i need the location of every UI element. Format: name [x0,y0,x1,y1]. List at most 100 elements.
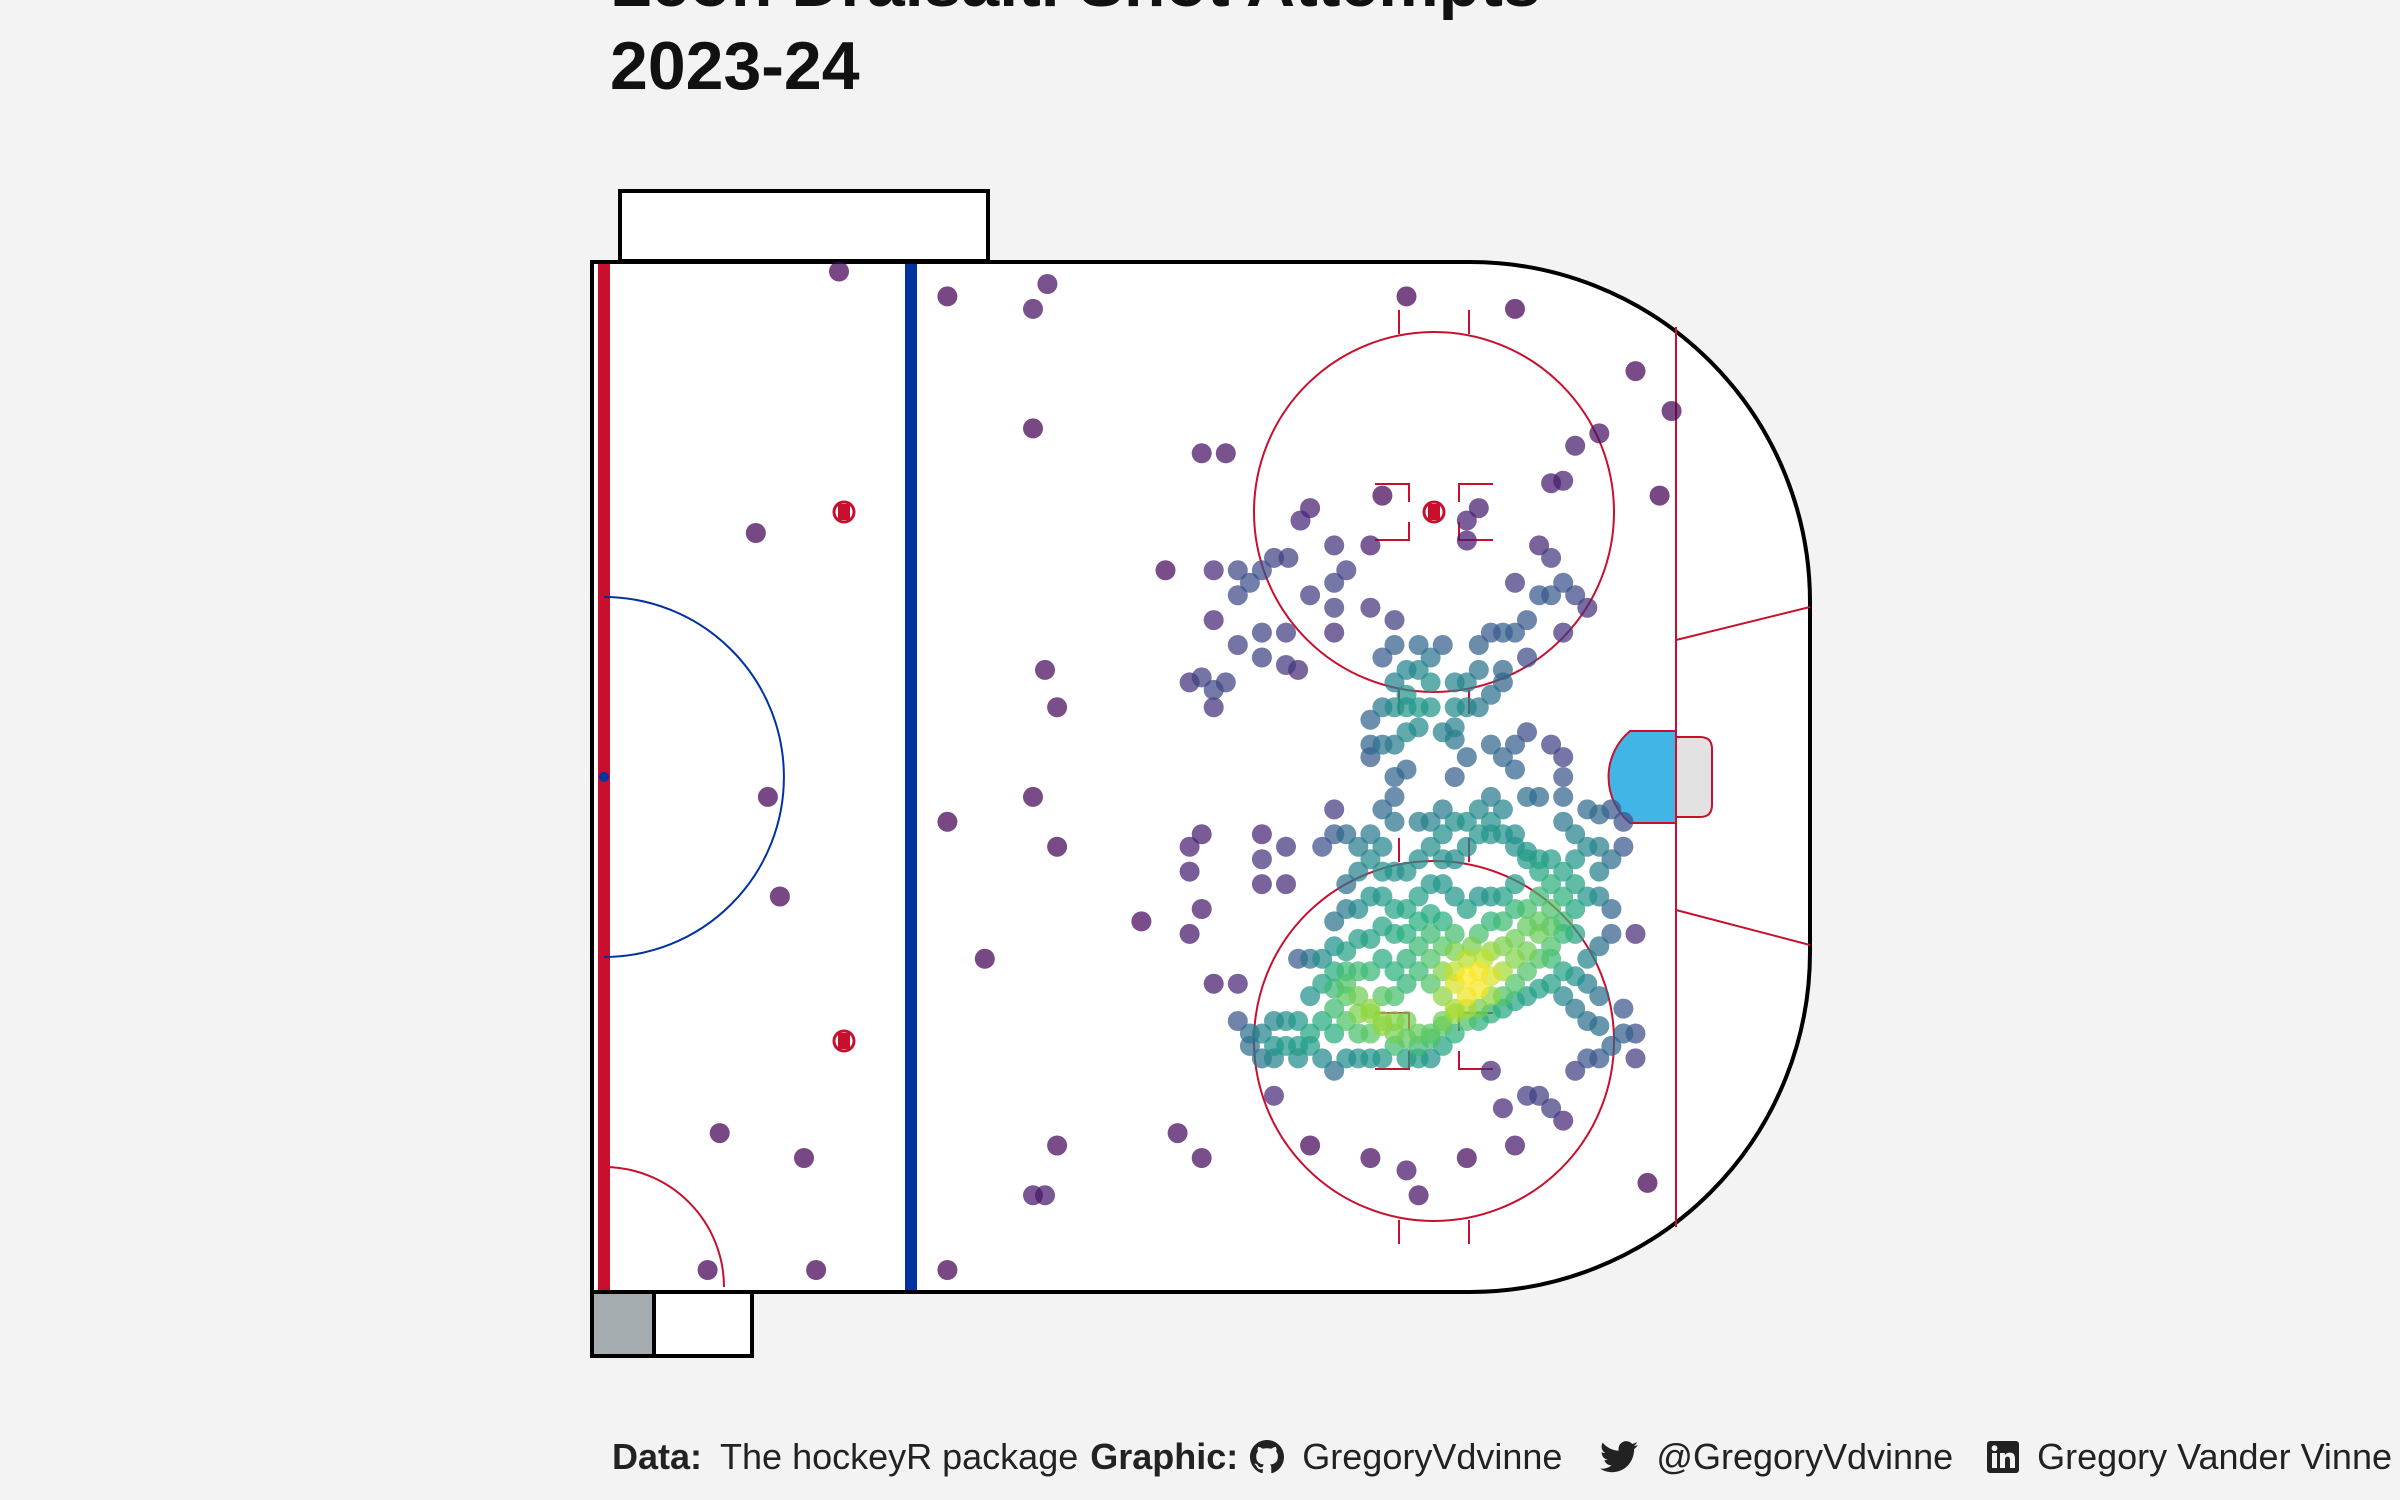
shot-point [1372,886,1393,907]
shot-point [1290,510,1311,531]
shot-point [1480,734,1501,755]
shot-point [1492,622,1513,643]
shot-point [1505,298,1525,319]
shot-point [1541,547,1562,568]
shot-point [1312,1048,1333,1069]
shot-point [1360,824,1381,845]
linkedin-icon [1987,1441,2020,1473]
shot-point [697,1260,718,1280]
shot-point [1276,836,1296,857]
shot-point [1529,861,1550,882]
shot-point [1613,1023,1634,1044]
shot-point [1384,672,1405,693]
shot-point [1191,1148,1212,1168]
shot-point [1492,911,1513,932]
shot-point [1444,767,1465,787]
shot-point [1324,572,1345,593]
shot-point [1191,824,1212,845]
shot-point [1553,961,1574,982]
shot-point [1396,759,1417,780]
penalty-box [652,1290,754,1358]
shot-point [1324,1023,1345,1044]
shot-point [1251,849,1272,870]
shot-point [1251,622,1272,643]
shot-point [1408,697,1429,718]
shot-point [1408,886,1429,907]
shot-point [1312,1011,1333,1031]
shot-point [1541,1098,1562,1119]
shot-point [974,948,995,969]
shot-point [1444,672,1465,693]
neutral-zone-dot-bottom-fill [838,1033,850,1049]
shot-point [1408,717,1429,738]
shot-point [1505,874,1525,895]
shot-point [1456,811,1477,832]
shot-point [1372,948,1393,969]
shot-point [1336,941,1357,962]
shot-point [1565,1060,1586,1081]
shot-point [1553,1110,1574,1131]
shot-point [1517,786,1537,807]
shot-point [1553,572,1574,593]
shot-point [1541,874,1562,895]
chart-title-line-1: Leon Draisaitl Shot Attempts [610,0,1541,25]
shot-point [1312,948,1333,969]
shot-point [1589,1048,1610,1069]
shot-point [1324,1060,1345,1081]
shot-point [1625,361,1646,382]
shot-point [1384,961,1405,982]
shot-point [1408,635,1429,655]
shot-point [1203,697,1224,718]
trapezoid-bottom [1675,909,1811,946]
shot-point [1324,799,1345,820]
shot-point [1541,899,1562,919]
shot-point [757,786,778,807]
shot-point [1155,560,1176,581]
shot-point [1565,899,1586,919]
shot-point [1625,923,1646,944]
shot-point [1239,572,1260,593]
shot-point [1372,1048,1393,1069]
shot-point [1529,978,1550,999]
shot-point [1505,1135,1525,1156]
shot-point [1565,824,1586,845]
shot-point [1456,510,1477,531]
twitter-handle: @GregoryVdvinne [1656,1436,1954,1477]
shot-point [1517,961,1537,982]
shot-point [1167,1123,1188,1144]
shot-point [1432,911,1453,932]
shot-points [697,261,1682,1280]
shot-point [1420,811,1441,832]
shot-point [1613,998,1634,1019]
shot-point [1468,799,1489,820]
shot-point [1613,836,1634,857]
shot-point [1661,401,1682,421]
shot-point [1191,899,1212,919]
shot-point [1529,923,1550,944]
shot-point [1360,597,1381,618]
shot-point [1179,923,1200,944]
shot-point [1565,874,1586,895]
shot-point [1541,734,1562,755]
shot-point [1589,986,1610,1007]
shot-point [1360,849,1381,870]
player-bench [618,189,990,263]
ice-surface [590,260,1812,1294]
shot-point [937,811,958,832]
shot-point [1492,886,1513,907]
shot-point [1492,799,1513,820]
shot-point [1276,874,1296,895]
shot-point [1456,1148,1477,1168]
shot-point [1264,1085,1284,1106]
shot-point [1360,928,1381,949]
shot-point [1396,1048,1417,1069]
shot-point [1360,535,1381,556]
shot-point [1372,986,1393,1007]
shot-point [1348,986,1369,1007]
shot-point [1336,824,1357,845]
shot-point [1505,973,1525,994]
shot-point [1468,498,1489,519]
shot-point [1517,647,1537,668]
shot-point [1276,622,1296,643]
shot-point [1203,973,1224,994]
